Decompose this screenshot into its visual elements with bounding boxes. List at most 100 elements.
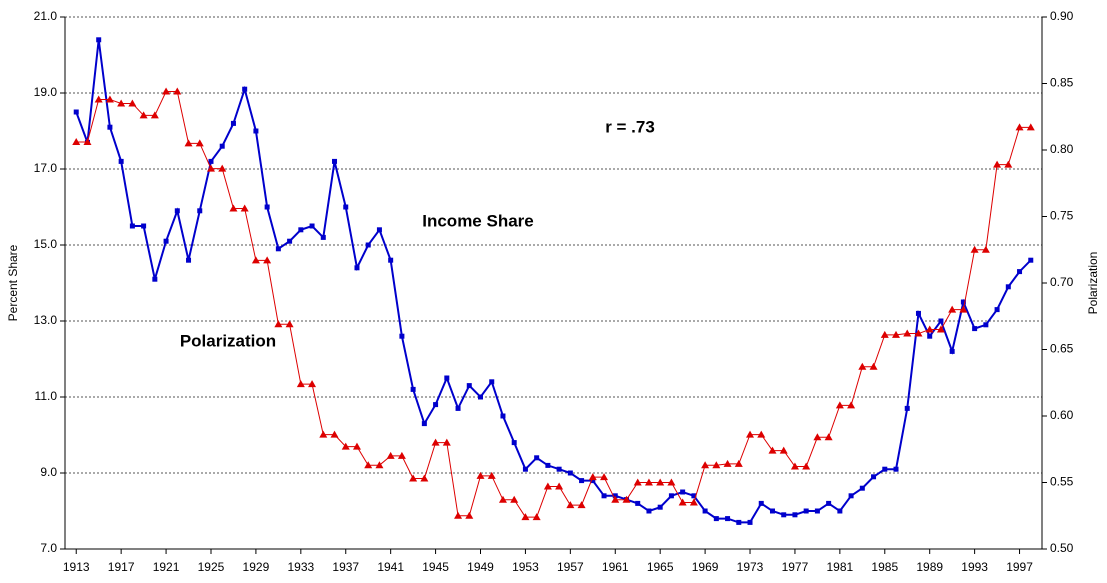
marker (545, 462, 551, 468)
marker (107, 124, 113, 130)
marker (633, 478, 642, 486)
marker (758, 500, 764, 506)
marker (274, 320, 283, 328)
marker (264, 204, 270, 210)
marker (635, 500, 641, 506)
marker (667, 478, 676, 486)
marker (354, 265, 360, 271)
marker (532, 513, 541, 521)
marker (869, 362, 878, 370)
marker (197, 208, 203, 214)
marker (500, 413, 506, 419)
marker (455, 405, 461, 411)
y2-tick-label: 0.65 (1050, 342, 1074, 356)
x-tick-label: 1929 (243, 560, 270, 574)
annotation: Polarization (180, 331, 276, 350)
marker (320, 234, 326, 240)
marker (139, 111, 148, 119)
marker (1028, 257, 1034, 263)
marker (1005, 284, 1011, 290)
marker (959, 305, 968, 313)
x-tick-label: 1957 (557, 560, 584, 574)
marker (319, 430, 328, 438)
marker (444, 375, 450, 381)
marker (847, 401, 856, 409)
marker (566, 501, 575, 509)
marker (790, 462, 799, 470)
marker (343, 204, 349, 210)
y-tick-label: 7.0 (40, 541, 57, 555)
x-tick-label: 1949 (467, 560, 494, 574)
marker (892, 330, 901, 338)
marker (521, 513, 530, 521)
marker (487, 471, 496, 479)
marker (173, 87, 182, 95)
marker (983, 322, 989, 328)
marker (388, 257, 394, 263)
x-tick-label: 1989 (916, 560, 943, 574)
marker (556, 466, 562, 472)
marker (431, 438, 440, 446)
marker (376, 227, 382, 233)
series-line (76, 90, 1031, 518)
marker (678, 498, 687, 506)
marker (938, 318, 944, 324)
marker (309, 223, 315, 229)
marker (251, 256, 260, 264)
marker (601, 493, 607, 499)
marker (803, 508, 809, 514)
marker (768, 446, 777, 454)
y2-tick-label: 0.60 (1050, 408, 1074, 422)
y-tick-label: 21.0 (34, 9, 58, 23)
y-tick-label: 11.0 (35, 389, 58, 403)
marker (781, 512, 787, 518)
marker (972, 326, 978, 332)
x-tick-label: 1993 (961, 560, 988, 574)
marker (882, 466, 888, 472)
x-tick-label: 1945 (422, 560, 449, 574)
marker (600, 473, 609, 481)
marker (1015, 123, 1024, 131)
marker (915, 310, 921, 316)
marker (656, 478, 665, 486)
x-tick-label: 1973 (737, 560, 764, 574)
marker (858, 362, 867, 370)
x-tick-label: 1977 (782, 560, 809, 574)
marker (162, 87, 171, 95)
marker (118, 158, 124, 164)
y2-axis-title: Polarization (1086, 252, 1100, 315)
marker (420, 474, 429, 482)
marker (826, 500, 832, 506)
marker (476, 471, 485, 479)
marker (73, 109, 79, 115)
marker (489, 379, 495, 385)
y2-tick-label: 0.80 (1050, 142, 1074, 156)
marker (195, 139, 204, 147)
y2-tick-label: 0.75 (1050, 209, 1074, 223)
x-tick-label: 1961 (602, 560, 629, 574)
marker (668, 493, 674, 499)
x-tick-label: 1969 (692, 560, 719, 574)
marker (1017, 269, 1023, 275)
marker (308, 380, 317, 388)
marker (253, 128, 259, 134)
marker (723, 459, 732, 467)
marker (814, 508, 820, 514)
marker (837, 508, 843, 514)
marker (936, 325, 945, 333)
marker (219, 143, 225, 149)
x-tick-label: 1913 (63, 560, 90, 574)
marker (543, 482, 552, 490)
marker (893, 466, 899, 472)
marker (914, 329, 923, 337)
marker (83, 138, 92, 146)
marker (129, 223, 135, 229)
marker (465, 511, 474, 519)
marker (365, 242, 371, 248)
marker (802, 462, 811, 470)
marker (712, 461, 721, 469)
marker (534, 455, 540, 461)
marker (644, 478, 653, 486)
y-tick-label: 15.0 (34, 237, 58, 251)
